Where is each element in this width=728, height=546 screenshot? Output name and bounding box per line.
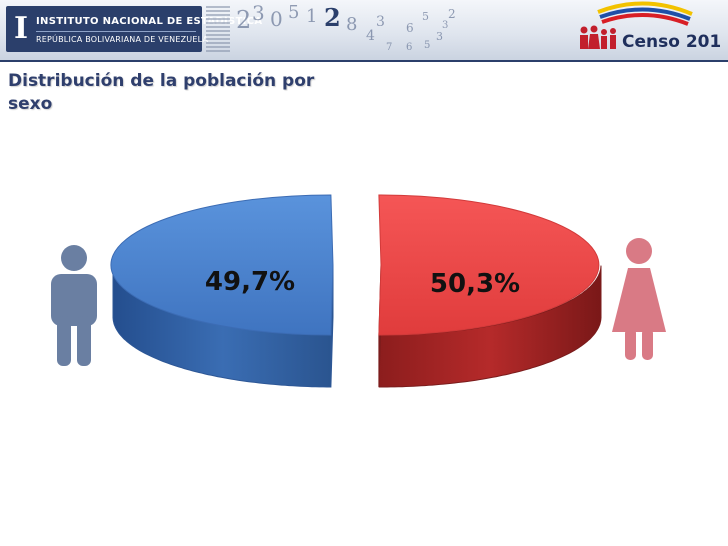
male-person-icon (51, 245, 97, 366)
decorative-digit: 4 (366, 28, 375, 44)
census-label: Censo 2011 (622, 32, 720, 52)
decorative-digit: 3 (436, 30, 443, 43)
header-banner: I INSTITUTO NACIONAL DE ESTADÍSTICA REPÚ… (0, 0, 728, 62)
decorative-digit: 2 (448, 7, 456, 21)
decorative-digit: 6 (406, 42, 412, 53)
header-stripes (206, 6, 230, 52)
institute-name: INSTITUTO NACIONAL DE ESTADÍSTICA (36, 16, 263, 27)
pie-slice-female (378, 194, 602, 388)
decorative-digit: 3 (252, 1, 265, 25)
page-title: Distribución de la población por sexo (8, 71, 315, 114)
female-person-icon (612, 238, 666, 360)
decorative-digit: 7 (386, 42, 392, 53)
decorative-digit: 1 (306, 6, 317, 27)
logo-divider (36, 31, 196, 32)
decorative-digit: 2 (324, 3, 341, 32)
pie-slice-male (110, 194, 334, 388)
ine-logo-mark: I (13, 11, 29, 46)
decorative-digit: 2 (236, 6, 251, 34)
decorative-digit: 5 (288, 2, 299, 23)
decorative-digit: 5 (422, 10, 429, 23)
decorative-digit: 3 (376, 14, 385, 30)
pie-chart: 49,7% 50,3% (51, 194, 666, 388)
header-divider (0, 60, 728, 62)
decorative-digit: 5 (424, 40, 430, 51)
decorative-digit: 3 (442, 20, 448, 31)
ine-logo: I INSTITUTO NACIONAL DE ESTADÍSTICA REPÚ… (6, 6, 262, 52)
decorative-digit: 0 (270, 7, 283, 31)
decorative-digit: 8 (346, 14, 357, 35)
republic-name: REPÚBLICA BOLIVARIANA DE VENEZUELA (36, 35, 209, 44)
decorative-digit: 6 (406, 21, 414, 35)
census-logo: Censo 2011 (580, 1, 720, 52)
pie-label-male: 49,7% (205, 267, 295, 297)
pie-label-female: 50,3% (430, 269, 520, 299)
census-family-icon (580, 25, 616, 49)
